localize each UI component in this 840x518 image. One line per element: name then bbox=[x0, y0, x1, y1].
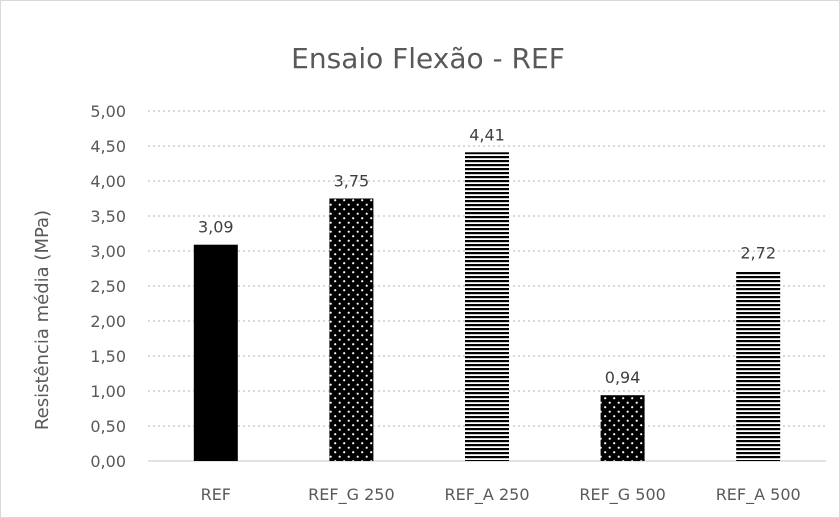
bar bbox=[465, 152, 509, 462]
data-label: 4,41 bbox=[469, 125, 505, 144]
y-tick-label: 4,50 bbox=[90, 137, 126, 156]
bar bbox=[193, 244, 238, 461]
category-label: REF_G 250 bbox=[308, 485, 394, 505]
gridlines bbox=[148, 110, 826, 427]
bar bbox=[736, 270, 781, 461]
data-label: 0,94 bbox=[605, 368, 641, 387]
y-tick-label: 2,50 bbox=[90, 277, 126, 296]
bar bbox=[329, 198, 374, 461]
y-tick-label: 3,50 bbox=[90, 207, 126, 226]
y-tick-label: 1,50 bbox=[90, 347, 126, 366]
data-labels: 3,09 3,75 4,41 0,94 2,72 bbox=[198, 125, 776, 387]
y-tick-label: 0,50 bbox=[90, 417, 126, 436]
data-label: 3,09 bbox=[198, 218, 234, 237]
y-tick-label: 4,00 bbox=[90, 172, 126, 191]
data-label: 3,75 bbox=[334, 172, 370, 191]
category-labels: REF REF_G 250 REF_A 250 REF_G 500 REF_A 500 bbox=[201, 485, 801, 505]
bar bbox=[600, 395, 645, 461]
y-tick-label: 1,00 bbox=[90, 382, 126, 401]
chart-title: Ensaio Flexão - REF bbox=[291, 42, 565, 75]
y-tick-label: 0,00 bbox=[90, 452, 126, 471]
bars bbox=[193, 152, 781, 462]
y-tick-label: 3,00 bbox=[90, 242, 126, 261]
y-tick-labels: 0,00 0,50 1,00 1,50 2,00 2,50 3,00 3,50 4,00 4,50… bbox=[90, 102, 126, 471]
category-label: REF_G 500 bbox=[579, 485, 665, 505]
y-tick-label: 2,00 bbox=[90, 312, 126, 331]
y-tick-label: 5,00 bbox=[90, 102, 126, 121]
category-label: REF_A 500 bbox=[716, 485, 801, 505]
y-axis-label: Resistência média (MPa) bbox=[32, 210, 53, 430]
category-label: REF bbox=[201, 485, 231, 504]
data-label: 2,72 bbox=[740, 244, 776, 263]
category-label: REF_A 250 bbox=[445, 485, 530, 505]
